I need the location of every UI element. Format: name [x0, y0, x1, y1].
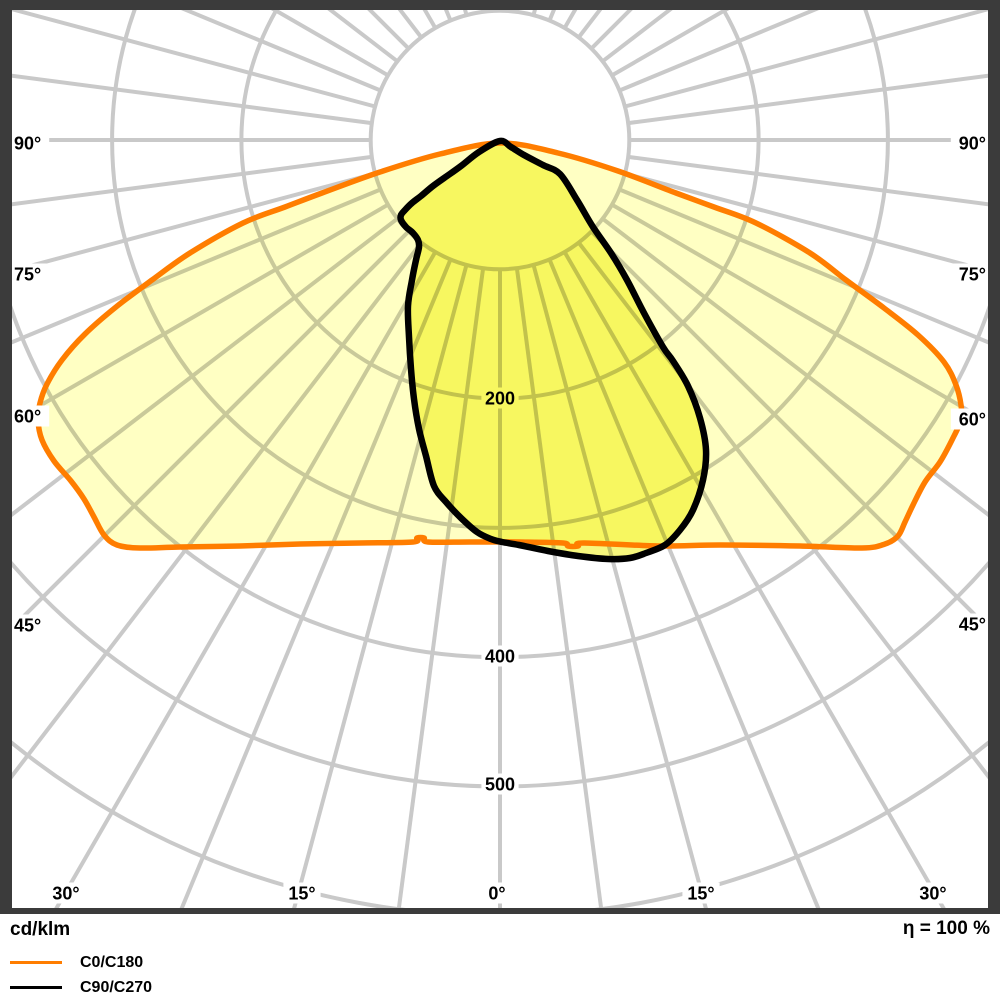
angle-label-right-bg: [950, 132, 988, 154]
legend-line-c0-icon: [10, 961, 62, 964]
angle-label-left: 75°: [14, 265, 41, 285]
grid-ray: [12, 73, 373, 126]
ring-value-label: 500: [485, 775, 515, 795]
angle-label-bottom: 30°: [52, 884, 79, 904]
frame-top: [0, 0, 1000, 10]
grid-ray: [12, 171, 376, 273]
ring-value-label-bg: [481, 773, 519, 795]
angle-label-left-bg: [12, 405, 50, 427]
grid-ray: [618, 10, 820, 93]
grid-ray: [627, 73, 988, 126]
angle-label-bottom-bg: [914, 882, 952, 904]
angle-label-right-bg: [950, 408, 988, 430]
angle-label-left: 90°: [14, 134, 41, 154]
angle-label-bottom: 15°: [687, 884, 714, 904]
ring-value-label-bg: [481, 645, 519, 667]
grid-ray: [624, 10, 988, 109]
frame-bottom: [0, 908, 1000, 914]
angle-label-left-bg: [12, 614, 50, 636]
legend: C0/C180 C90/C270: [10, 950, 152, 1000]
legend-label-c90: C90/C270: [80, 978, 153, 996]
c90-c270-fill: [400, 140, 707, 560]
legend-line-c90-icon: [10, 986, 62, 989]
legend-row-c0: C0/C180: [10, 950, 152, 975]
angle-label-right: 75°: [959, 265, 986, 285]
grid-ray: [180, 10, 382, 93]
angle-label-bottom: 30°: [919, 884, 946, 904]
angle-label-left-bg: [12, 263, 50, 285]
frame-right: [988, 0, 1000, 914]
grid-ray: [12, 10, 376, 109]
angle-label-right-bg: [950, 263, 988, 285]
angle-label-bottom-bg: [682, 882, 720, 904]
unit-label: cd/klm: [10, 919, 71, 940]
frame-left: [0, 0, 12, 914]
angle-label-bottom-bg: [47, 882, 85, 904]
efficiency-label: η = 100 %: [902, 918, 990, 939]
curve-c0-c180: [35, 140, 965, 551]
grid-ray: [624, 171, 988, 273]
angle-label-right: 45°: [959, 615, 986, 635]
angle-label-left: 45°: [14, 616, 41, 636]
angle-label-bottom: 15°: [288, 884, 315, 904]
angle-label-bottom: 0°: [488, 884, 505, 904]
angle-label-right: 90°: [959, 134, 986, 154]
angle-label-bottom-bg: [283, 882, 321, 904]
legend-row-c90: C90/C270: [10, 975, 152, 1000]
angle-label-right: 60°: [959, 410, 986, 430]
angle-label-left: 60°: [14, 407, 41, 427]
angle-label-left-bg: [12, 132, 50, 154]
grid-ray: [627, 154, 988, 207]
angle-label-right-bg: [950, 613, 988, 635]
angle-label-bottom-bg: [483, 882, 511, 904]
legend-label-c0: C0/C180: [80, 953, 144, 971]
curve-c90-c270: [397, 137, 710, 563]
ring-value-label: 400: [485, 647, 515, 667]
grid-ray: [12, 154, 373, 207]
